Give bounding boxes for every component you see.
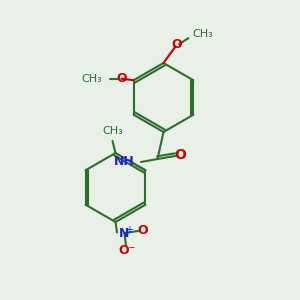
Text: O: O xyxy=(172,38,182,52)
Text: O: O xyxy=(116,72,127,85)
Text: CH₃: CH₃ xyxy=(102,126,123,136)
Text: CH₃: CH₃ xyxy=(81,74,102,84)
Text: O: O xyxy=(174,148,186,162)
Text: O⁻: O⁻ xyxy=(118,244,135,257)
Text: N: N xyxy=(119,226,130,240)
Text: NH: NH xyxy=(114,155,135,169)
Text: CH₃: CH₃ xyxy=(192,29,213,40)
Text: O: O xyxy=(137,224,148,238)
Text: +: + xyxy=(125,225,133,235)
